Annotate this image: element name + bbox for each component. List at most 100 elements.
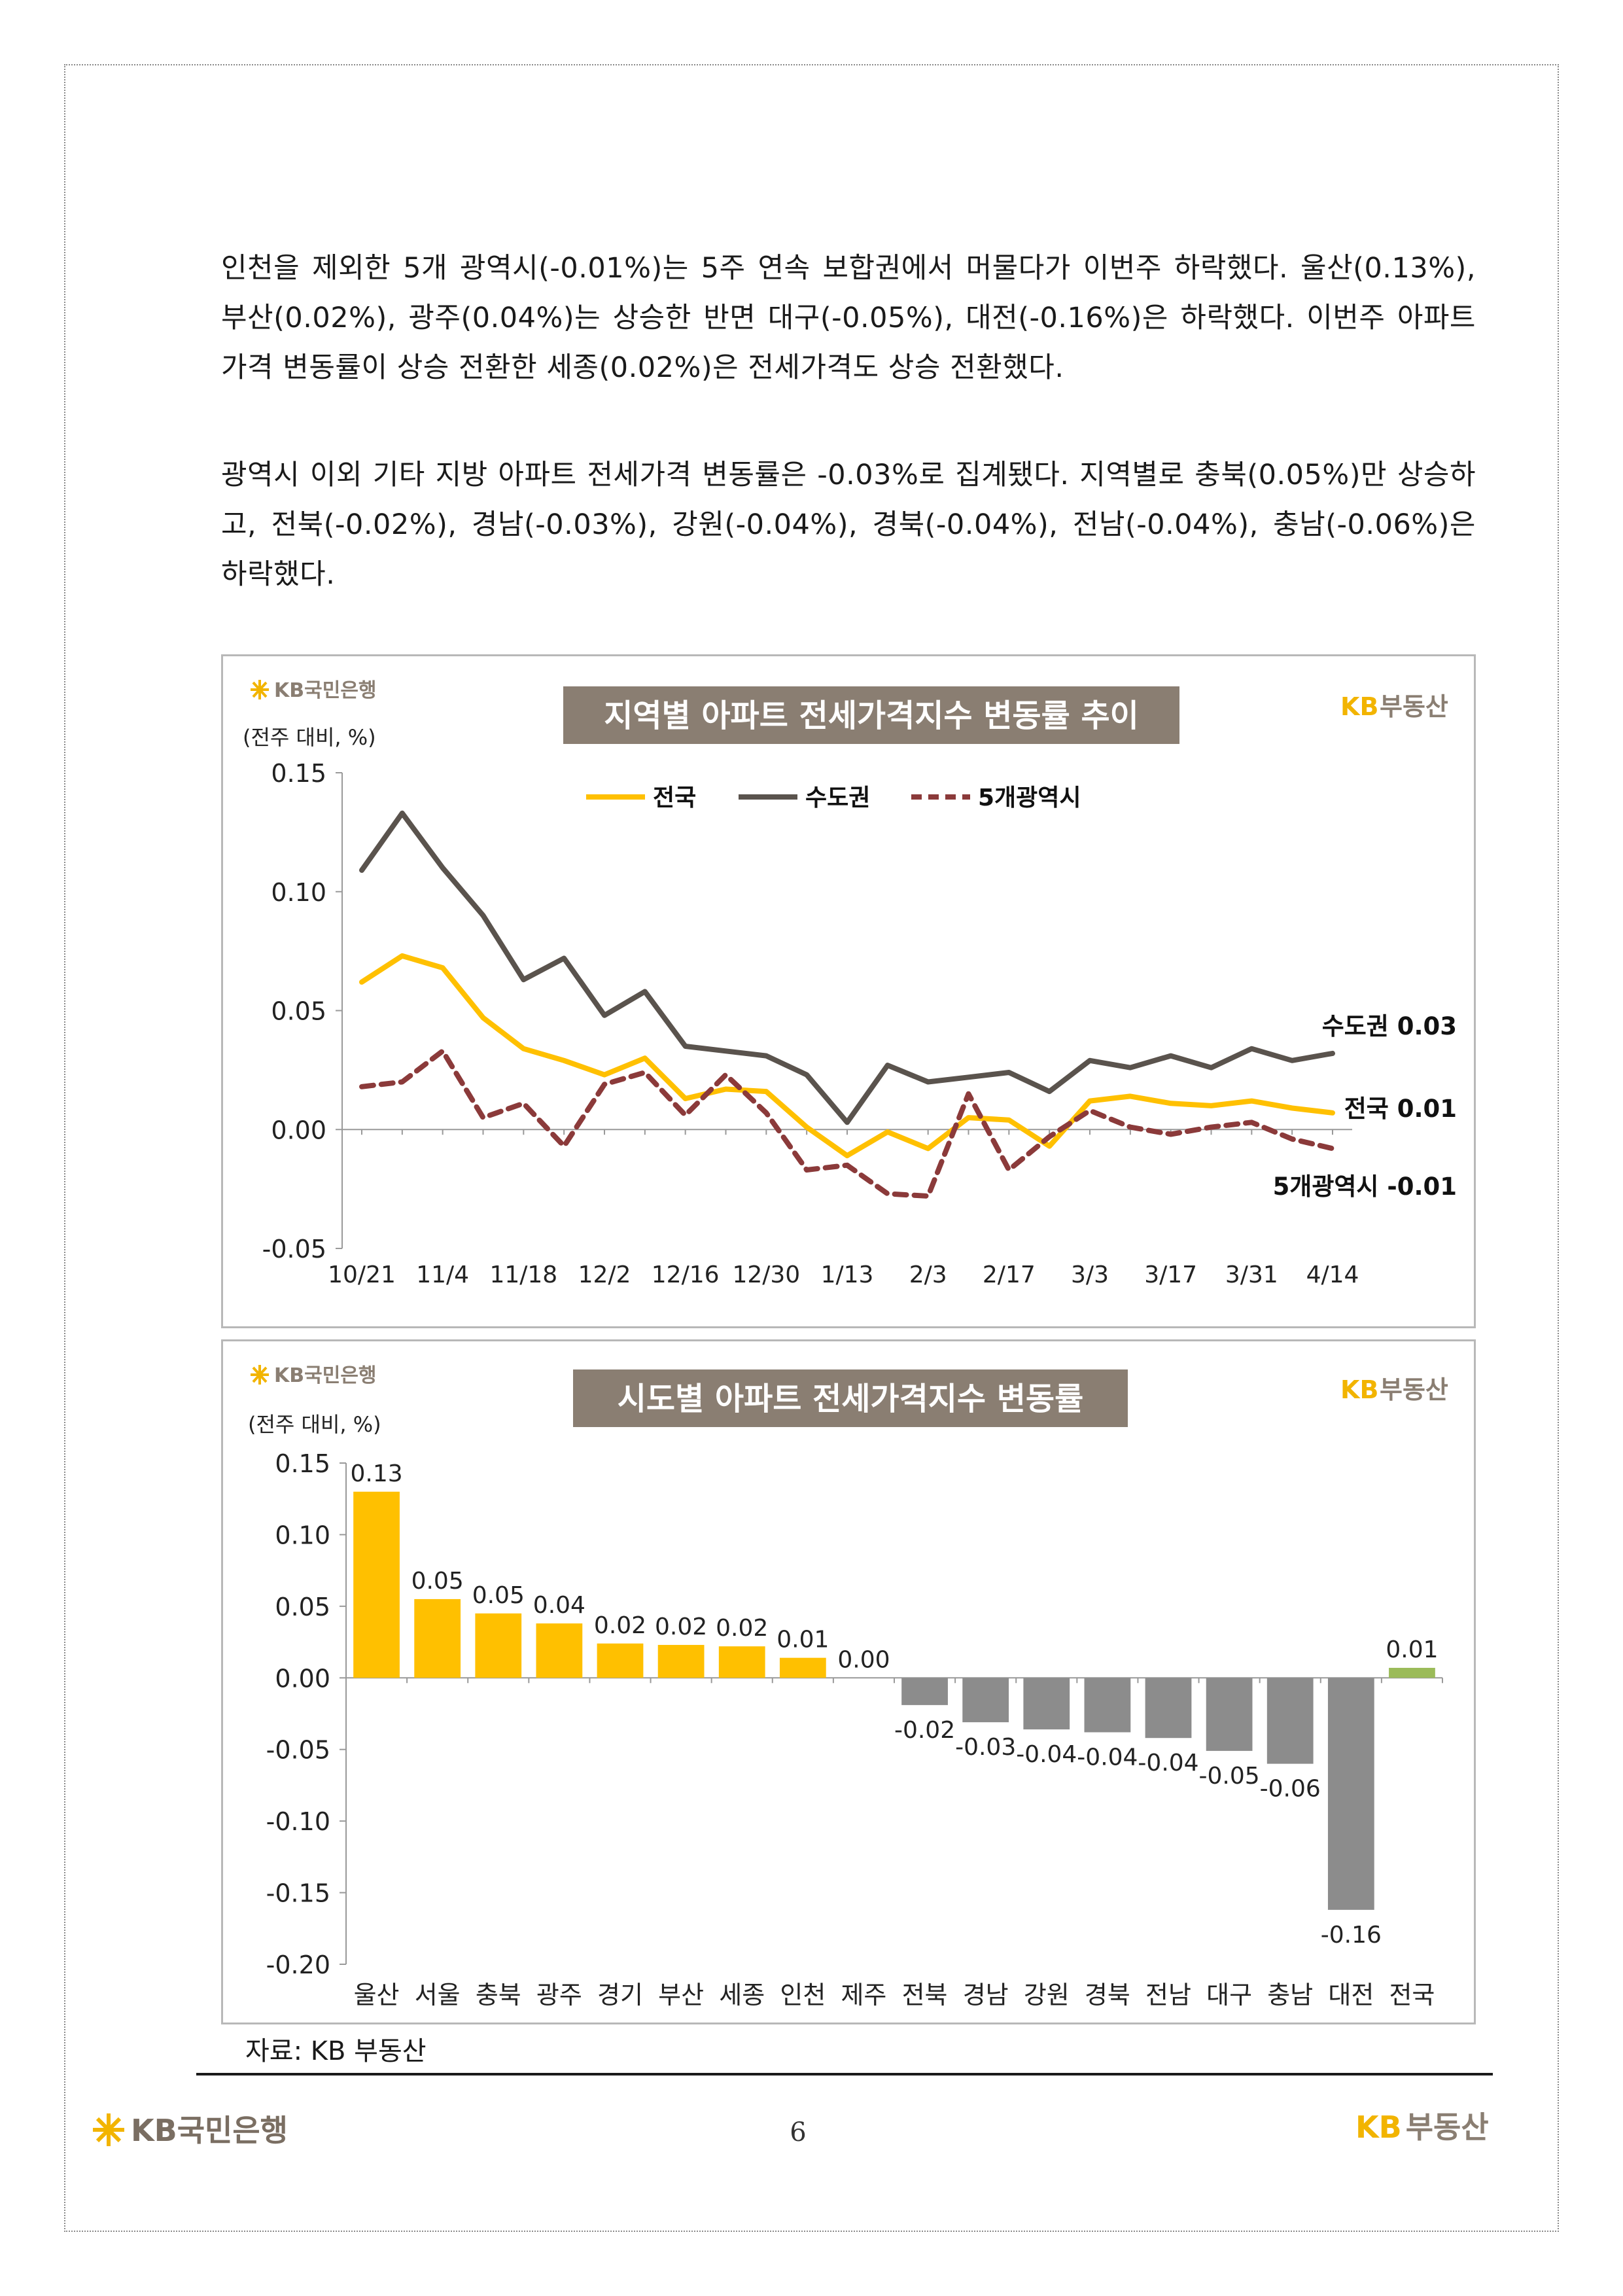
x-category-label: 경북 xyxy=(1085,1981,1130,2009)
bar-value-label: -0.16 xyxy=(1321,1922,1382,1949)
x-category-label: 강원 xyxy=(1024,1981,1070,2009)
page-frame xyxy=(64,64,1559,2232)
bar-value-label: -0.04 xyxy=(1016,1741,1077,1768)
realty-logo-text: 부동산 xyxy=(1405,2110,1489,2145)
source-note: 자료: KB 부동산 xyxy=(245,2036,427,2066)
kb-realty-logo-small: KB 부동산 xyxy=(1340,1375,1448,1404)
kb-realty-logo-small: KB 부동산 xyxy=(1340,692,1448,721)
bar-value-label: -0.03 xyxy=(955,1734,1016,1761)
x-tick-label: 2/3 xyxy=(909,1262,947,1288)
x-category-label: 전국 xyxy=(1389,1981,1435,2009)
line-chart: KB국민은행 (전주 대비, %) 지역별 아파트 전세가격지수 변동률 추이 … xyxy=(243,679,1457,1288)
x-tick-label: 11/4 xyxy=(416,1262,469,1288)
x-category-label: 부산 xyxy=(658,1981,704,2009)
bar-value-label: 0.01 xyxy=(1386,1636,1438,1663)
realty-logo-kb: KB xyxy=(1340,1375,1378,1404)
y-tick-label: 0.15 xyxy=(271,759,326,788)
x-category-label: 세종 xyxy=(719,1981,765,2009)
legend: 전국 수도권 5개광역시 xyxy=(586,785,1081,811)
bank-logo-text: KB국민은행 xyxy=(274,679,377,702)
bar xyxy=(414,1598,461,1678)
bar xyxy=(1084,1678,1131,1733)
x-category-label: 전북 xyxy=(902,1981,948,2009)
series-line xyxy=(359,810,1335,1125)
bar xyxy=(901,1678,948,1705)
y-tick-label: 0.00 xyxy=(275,1664,330,1693)
bar xyxy=(657,1644,705,1678)
kb-bank-logo-small: KB국민은행 xyxy=(251,1364,377,1387)
bar xyxy=(475,1613,522,1678)
x-category-label: 전남 xyxy=(1145,1981,1191,2009)
bar xyxy=(353,1491,400,1678)
bar xyxy=(1206,1678,1253,1751)
realty-logo-text: 부동산 xyxy=(1380,692,1448,721)
x-category-label: 경남 xyxy=(963,1981,1009,2009)
paragraph-metro-cities: 인천을 제외한 5개 광역시(-0.01%)는 5주 연속 보합권에서 머물다가… xyxy=(221,252,1476,384)
bar-value-label: 0.02 xyxy=(655,1614,707,1640)
bar xyxy=(536,1623,583,1678)
y-tick-label: -0.20 xyxy=(266,1951,330,1979)
star-logo-icon xyxy=(251,680,269,699)
chart-title: 시도별 아파트 전세가격지수 변동률 xyxy=(618,1381,1084,1417)
bar-chart-panel: KB국민은행 (전주 대비, %) 시도별 아파트 전세가격지수 변동률 KB … xyxy=(221,1339,1476,2024)
line-chart-panel: KB국민은행 (전주 대비, %) 지역별 아파트 전세가격지수 변동률 추이 … xyxy=(221,654,1476,1328)
x-category-label: 울산 xyxy=(354,1981,400,2009)
realty-logo-kb: KB xyxy=(1355,2110,1402,2145)
paragraph-other-regions: 광역시 이외 기타 지방 아파트 전세가격 변동률은 -0.03%로 집계됐다.… xyxy=(221,459,1476,591)
x-tick-label: 3/3 xyxy=(1071,1262,1109,1288)
x-category-label: 광주 xyxy=(536,1981,582,2009)
x-tick-label: 12/2 xyxy=(578,1262,631,1288)
y-tick-label: 0.05 xyxy=(275,1593,330,1621)
x-tick-label: 12/16 xyxy=(652,1262,720,1288)
bar-value-label: -0.04 xyxy=(1077,1744,1138,1771)
series-line xyxy=(359,1048,1335,1199)
kb-bank-logo-small: KB국민은행 xyxy=(251,679,377,702)
x-category-label: 제주 xyxy=(841,1981,886,2009)
bar-value-label: -0.06 xyxy=(1260,1776,1321,1803)
bars xyxy=(353,1491,1435,1910)
y-tick-label: 0.05 xyxy=(271,997,326,1026)
bar-value-label: 0.05 xyxy=(411,1568,464,1595)
y-tick-label: -0.10 xyxy=(266,1807,330,1836)
x-tick-label: 3/17 xyxy=(1144,1262,1197,1288)
bar-value-label: 0.13 xyxy=(350,1460,402,1487)
chart-title: 지역별 아파트 전세가격지수 변동률 추이 xyxy=(604,698,1139,734)
y-tick-label: 0.10 xyxy=(271,878,326,907)
x-tick-label: 10/21 xyxy=(328,1262,396,1288)
legend-label: 전국 xyxy=(653,785,696,811)
legend-label: 5개광역시 xyxy=(978,785,1081,811)
end-labels: 전국 0.01 수도권 0.03 5개광역시 -0.01 xyxy=(1273,1012,1457,1201)
x-category-label: 충남 xyxy=(1267,1981,1313,2009)
x-category-label: 대전 xyxy=(1328,1981,1374,2009)
x-tick-label: 3/31 xyxy=(1225,1262,1278,1288)
x-category-label: 인천 xyxy=(780,1981,826,2009)
x-category-label: 경기 xyxy=(597,1981,643,2009)
footer-divider xyxy=(196,2073,1493,2075)
x-tick-label: 4/14 xyxy=(1306,1262,1359,1288)
bar-value-label: 0.00 xyxy=(837,1646,890,1673)
y-tick-label: -0.15 xyxy=(266,1879,330,1908)
axes: 0.15 0.10 0.05 0.00 -0.05 -0.10 -0.15 -0.20 울산 서울… xyxy=(266,1449,1443,2009)
chart-title-box xyxy=(563,686,1179,744)
bar xyxy=(1023,1678,1070,1730)
bar-value-label: 0.01 xyxy=(777,1627,829,1653)
bar xyxy=(1327,1678,1374,1910)
series-end-label: 5개광역시 -0.01 xyxy=(1273,1173,1457,1201)
chart-title-box xyxy=(573,1369,1128,1427)
x-tick-label: 1/13 xyxy=(821,1262,874,1288)
bar xyxy=(1389,1667,1435,1678)
x-category-label: 충북 xyxy=(476,1981,521,2009)
unit-label: (전주 대비, %) xyxy=(248,1412,381,1437)
bar-value-label: -0.04 xyxy=(1138,1750,1198,1776)
kb-bank-logo: KB국민은행 xyxy=(93,2113,288,2148)
realty-logo-kb: KB xyxy=(1340,692,1378,721)
bar xyxy=(718,1646,765,1678)
value-labels: 0.13 0.05 0.05 0.04 0.02 0.02 0.02 0.01 0.00 -0.0… xyxy=(350,1460,1438,1949)
legend-label: 수도권 xyxy=(805,785,870,811)
bar xyxy=(779,1657,826,1678)
bar-value-label: 0.02 xyxy=(594,1612,646,1639)
y-tick-label: 0.00 xyxy=(271,1116,326,1144)
x-category-label: 서울 xyxy=(415,1981,461,2009)
bar xyxy=(1145,1678,1192,1739)
bar-value-label: 0.02 xyxy=(716,1615,768,1642)
